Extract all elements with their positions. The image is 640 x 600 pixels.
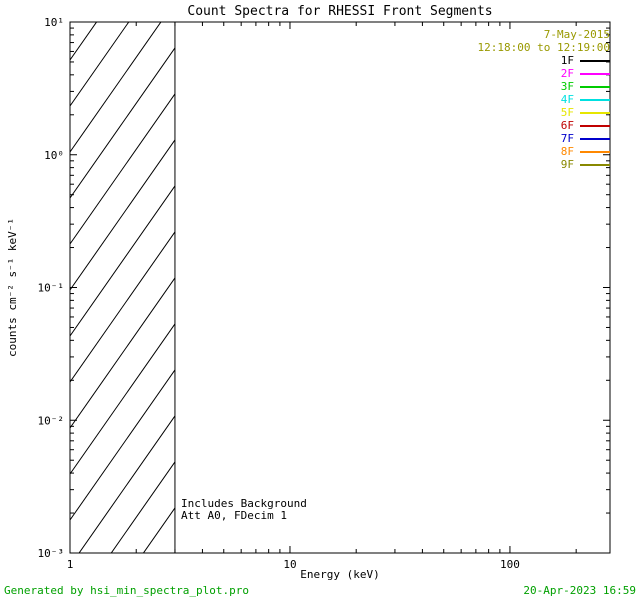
x-tick-label: 10 bbox=[283, 558, 296, 571]
hatch-line bbox=[70, 369, 175, 521]
legend-entry-label: 8F bbox=[560, 145, 574, 158]
hatch-line bbox=[70, 0, 175, 14]
legend-color-line bbox=[580, 86, 610, 88]
legend-entry: 4F bbox=[478, 93, 610, 106]
legend-color-line bbox=[580, 60, 610, 62]
hatch-line bbox=[70, 22, 162, 153]
legend-color-line bbox=[580, 112, 610, 114]
hatch-line bbox=[110, 461, 175, 553]
legend-entry: 7F bbox=[478, 132, 610, 145]
y-tick-label: 10⁻³ bbox=[38, 547, 65, 560]
hatch-line bbox=[70, 323, 175, 475]
hatch-region bbox=[70, 0, 175, 553]
hatch-line bbox=[70, 231, 175, 383]
y-tick-label: 10⁰ bbox=[44, 149, 64, 162]
legend-color-line bbox=[580, 138, 610, 140]
hatch-line bbox=[70, 47, 175, 199]
y-tick-label: 10¹ bbox=[44, 16, 64, 29]
legend-entry: 6F bbox=[478, 119, 610, 132]
legend-entry-label: 9F bbox=[560, 158, 574, 171]
legend-timerange: 12:18:00 to 12:19:00 bbox=[477, 41, 610, 54]
legend-entry-label: 7F bbox=[560, 132, 574, 145]
hatch-line bbox=[70, 139, 175, 291]
legend-entry-label: 1F bbox=[560, 54, 574, 67]
hatch-line bbox=[70, 93, 175, 245]
hatch-line bbox=[70, 22, 98, 61]
legend-color-line bbox=[580, 99, 610, 101]
hatch-line bbox=[70, 22, 130, 107]
legend-entry: 5F bbox=[478, 106, 610, 119]
legend-entry: 9F bbox=[478, 158, 610, 171]
legend: 7-May-2015 12:18:00 to 12:19:00 1F 2F 3F 4F… bbox=[478, 28, 610, 171]
hatch-line bbox=[78, 415, 175, 553]
x-axis-title: Energy (keV) bbox=[300, 568, 379, 581]
legend-color-line bbox=[580, 125, 610, 127]
legend-entry-label: 2F bbox=[560, 67, 574, 80]
legend-entry-label: 3F bbox=[560, 80, 574, 93]
plot-annotations: Includes Background Att A0, FDecim 1 bbox=[181, 498, 307, 522]
legend-entry-label: 5F bbox=[560, 106, 574, 119]
y-axis-title: counts cm⁻² s⁻¹ keV⁻¹ bbox=[6, 218, 19, 357]
footer-right: 20-Apr-2023 16:59 bbox=[523, 584, 636, 597]
legend-entry-label: 4F bbox=[560, 93, 574, 106]
x-tick-label: 100 bbox=[500, 558, 520, 571]
hatch-line bbox=[70, 185, 175, 337]
legend-entry-label: 6F bbox=[560, 119, 574, 132]
legend-entry: 8F bbox=[478, 145, 610, 158]
annotation-attenuator-state: Att A0, FDecim 1 bbox=[181, 509, 287, 522]
legend-entry: 3F bbox=[478, 80, 610, 93]
y-tick-label: 10⁻² bbox=[38, 414, 65, 427]
legend-entries: 1F 2F 3F 4F 5F 6F 7F 8F 9F bbox=[478, 54, 610, 171]
legend-entry: 1F bbox=[478, 54, 610, 67]
chart-title: Count Spectra for RHESSI Front Segments bbox=[187, 4, 493, 19]
legend-color-line bbox=[580, 73, 610, 75]
x-tick-label: 1 bbox=[67, 558, 74, 571]
legend-entry: 2F bbox=[478, 67, 610, 80]
legend-color-line bbox=[580, 164, 610, 166]
annotation-includes-background: Includes Background bbox=[181, 497, 307, 510]
legend-date: 7-May-2015 bbox=[543, 28, 610, 41]
hatch-line bbox=[142, 507, 175, 553]
y-tick-label: 10⁻¹ bbox=[38, 282, 65, 295]
legend-color-line bbox=[580, 151, 610, 153]
footer-left: Generated by hsi_min_spectra_plot.pro bbox=[4, 584, 250, 597]
hatch-line bbox=[70, 277, 175, 429]
